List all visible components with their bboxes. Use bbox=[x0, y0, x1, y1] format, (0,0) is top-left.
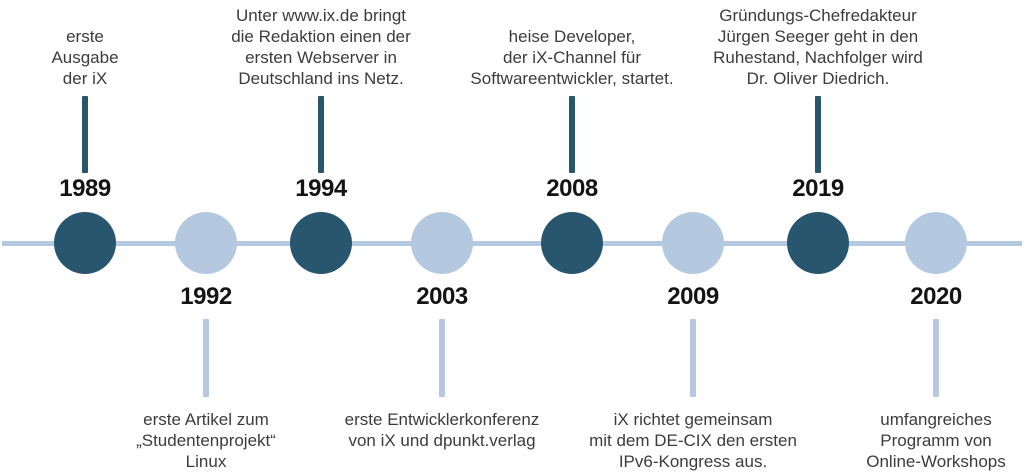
timeline-axis bbox=[2, 241, 1022, 246]
event-year-1994: 1994 bbox=[295, 175, 347, 202]
event-year-1992: 1992 bbox=[180, 283, 232, 310]
event-year-2019: 2019 bbox=[792, 175, 844, 202]
event-marker-2020 bbox=[905, 212, 967, 274]
event-description-1994: Unter www.ix.de bringt die Redaktion ein… bbox=[231, 6, 411, 88]
event-connector-1989 bbox=[82, 96, 88, 173]
event-marker-2009 bbox=[662, 212, 724, 274]
event-connector-2008 bbox=[569, 96, 575, 173]
event-connector-2009 bbox=[690, 319, 696, 397]
event-marker-2008 bbox=[541, 212, 603, 274]
event-year-2020: 2020 bbox=[910, 283, 962, 310]
event-connector-2019 bbox=[815, 96, 821, 173]
event-connector-1992 bbox=[203, 319, 209, 397]
event-connector-2020 bbox=[933, 319, 939, 397]
event-description-2019: Gründungs-Chefredakteur Jürgen Seeger ge… bbox=[713, 6, 923, 88]
event-year-2008: 2008 bbox=[546, 175, 598, 202]
event-description-1992: erste Artikel zum „Studentenprojekt“ Lin… bbox=[136, 410, 276, 471]
event-connector-2003 bbox=[439, 319, 445, 397]
event-description-2008: heise Developer, der iX-Channel für Soft… bbox=[470, 27, 674, 88]
event-year-2003: 2003 bbox=[416, 283, 468, 310]
event-description-2020: umfangreiches Programm von Online-Worksh… bbox=[866, 410, 1006, 471]
event-description-2009: iX richtet gemeinsam mit dem DE-CIX den … bbox=[589, 410, 797, 471]
event-marker-2003 bbox=[411, 212, 473, 274]
event-marker-1989 bbox=[54, 212, 116, 274]
event-marker-1992 bbox=[175, 212, 237, 274]
event-connector-1994 bbox=[318, 96, 324, 173]
event-description-2003: erste Entwicklerkonferenz von iX und dpu… bbox=[344, 410, 540, 450]
event-marker-2019 bbox=[787, 212, 849, 274]
event-description-1989: erste Ausgabe der iX bbox=[51, 27, 119, 88]
event-year-1989: 1989 bbox=[59, 175, 111, 202]
event-year-2009: 2009 bbox=[667, 283, 719, 310]
event-marker-1994 bbox=[290, 212, 352, 274]
